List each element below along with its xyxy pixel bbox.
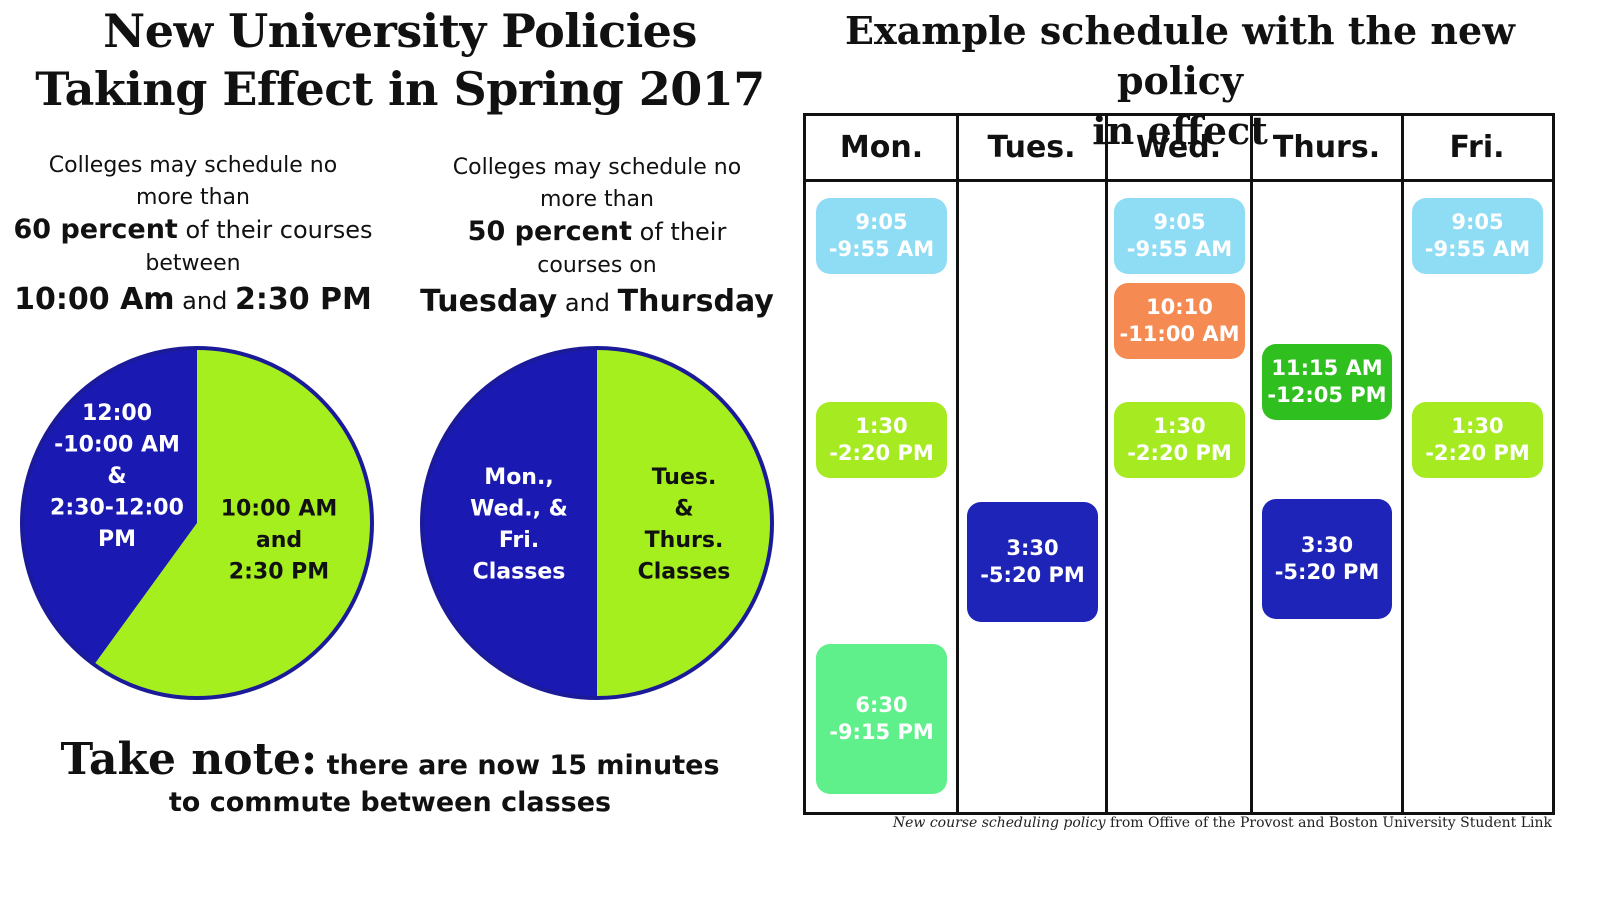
class-block: 1:30 -2:20 PM [1114, 402, 1245, 478]
source-italic: New course scheduling policy [892, 815, 1106, 831]
schedule-title-line: Example schedule with the new policy [845, 8, 1515, 103]
column-divider [956, 116, 959, 812]
class-time: -9:55 AM [1126, 237, 1233, 261]
class-time: -9:15 PM [829, 720, 934, 744]
class-time: -9:55 AM [828, 237, 935, 261]
rule-text: and [174, 287, 235, 315]
day-header: Wed. [1106, 116, 1251, 182]
rule-60-percent: Colleges may schedule no more than 60 pe… [0, 150, 393, 319]
class-time: 9:05 [1153, 210, 1206, 234]
class-time: 6:30 [855, 693, 908, 717]
class-time: 1:30 [1451, 414, 1504, 438]
rule-text: more than [540, 187, 654, 212]
pie-slice [422, 348, 597, 698]
class-time: -2:20 PM [1127, 441, 1232, 465]
rule-text: courses on [537, 253, 657, 278]
rule-day: Tuesday [420, 284, 558, 319]
rule-percent: 50 percent [467, 216, 633, 247]
class-block: 11:15 AM -12:05 PM [1262, 344, 1392, 420]
class-block: 1:30 -2:20 PM [1412, 402, 1543, 478]
pie-slice [94, 348, 373, 698]
rule-text: more than [136, 185, 250, 210]
note-lead: Take note: [60, 734, 318, 785]
column-divider [1250, 116, 1253, 812]
main-title: New University Policies Taking Effect in… [20, 2, 780, 118]
class-time: 9:05 [855, 210, 908, 234]
class-time: 3:30 [1300, 533, 1354, 557]
rule-text: and [557, 289, 618, 317]
rule-time: 10:00 Am [14, 282, 175, 317]
main-title-line: New University Policies [103, 4, 697, 58]
class-block: 6:30 -9:15 PM [816, 644, 947, 794]
schedule-grid: Mon. Tues. Wed. Thurs. Fri. 9:05 -9:55 AM 1:30 -… [803, 113, 1555, 815]
class-time: -11:00 AM [1119, 322, 1240, 346]
rule-percent: 60 percent [13, 214, 178, 245]
pie-slice-label: Mon., Wed., & Fri. Classes [470, 465, 568, 585]
class-time: -9:55 AM [1424, 237, 1531, 261]
class-time: 1:30 [1153, 414, 1206, 438]
class-block: 3:30 -5:20 PM [967, 502, 1098, 622]
rule-time: 2:30 PM [234, 282, 372, 317]
column-divider [1105, 116, 1108, 812]
schedule-title: Example schedule with the new policy in … [805, 6, 1555, 156]
rule-text: of their courses [177, 216, 373, 244]
column-divider [1401, 116, 1404, 812]
class-block: 9:05 -9:55 AM [1114, 198, 1245, 274]
source-credit: New course scheduling policy from Offive… [800, 815, 1552, 831]
pie-chart-days: Tues. & Thurs. Classes Mon., Wed., & Fri. Class… [420, 346, 774, 700]
day-header: Tues. [957, 116, 1106, 182]
note-text: there are now 15 minutes [317, 750, 720, 781]
pie-slice-label: Tues. & Thurs. Classes [638, 465, 731, 585]
class-time: 3:30 [1006, 536, 1059, 560]
note-text: to commute between classes [168, 787, 612, 818]
pie-border [420, 346, 774, 700]
class-time: -5:20 PM [1274, 560, 1380, 584]
pie-slice-label: 10:00 AM and 2:30 PM [221, 497, 338, 585]
day-header: Mon. [806, 116, 957, 182]
rule-day: Thursday [617, 284, 774, 319]
day-header: Fri. [1402, 116, 1552, 182]
class-time: 1:30 [855, 414, 908, 438]
rule-text: Colleges may schedule no [452, 155, 742, 180]
class-time: -2:20 PM [829, 441, 934, 465]
class-time: -2:20 PM [1425, 441, 1530, 465]
class-time: 11:15 AM [1271, 356, 1383, 380]
pie-border [20, 346, 374, 700]
class-block: 10:10 -11:00 AM [1114, 283, 1245, 359]
class-block: 9:05 -9:55 AM [816, 198, 947, 274]
pie-slice [22, 348, 198, 665]
class-time: -12:05 PM [1267, 383, 1387, 407]
rule-text: Colleges may schedule no [48, 153, 338, 178]
class-time: 10:10 [1146, 295, 1213, 319]
pie-slice [597, 348, 772, 698]
day-header: Thurs. [1251, 116, 1402, 182]
main-title-line: Taking Effect in Spring 2017 [35, 62, 765, 116]
pie-slice-label: 12:00 -10:00 AM & 2:30-12:00 PM [50, 401, 184, 552]
rule-text: of their [632, 218, 727, 246]
rule-text: between [145, 251, 241, 276]
class-block: 9:05 -9:55 AM [1412, 198, 1543, 274]
class-block: 3:30 -5:20 PM [1262, 499, 1392, 619]
pie-chart-time-of-day: 10:00 AM and 2:30 PM 12:00 -10:00 AM & 2:30-12… [20, 346, 374, 700]
source-text: from Offive of the Provost and Boston Un… [1105, 815, 1552, 831]
take-note: Take note: there are now 15 minutes to c… [60, 734, 720, 821]
class-time: 9:05 [1451, 210, 1504, 234]
rule-50-percent: Colleges may schedule no more than 50 pe… [397, 152, 797, 321]
class-time: -5:20 PM [980, 563, 1085, 587]
class-block: 1:30 -2:20 PM [816, 402, 947, 478]
